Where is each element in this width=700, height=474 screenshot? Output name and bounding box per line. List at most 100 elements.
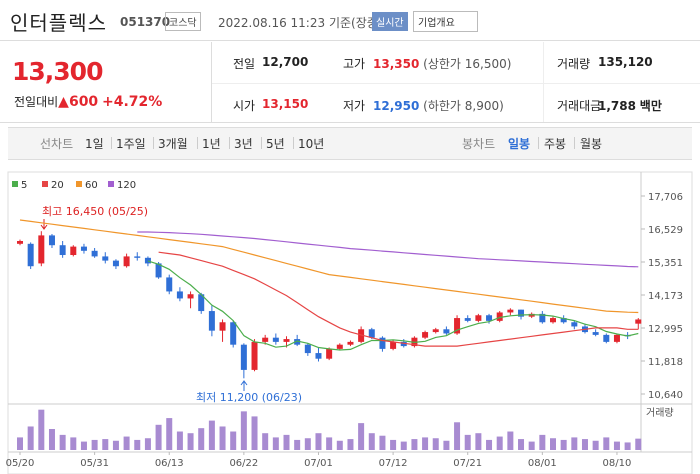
candle-body [251, 341, 258, 370]
market-badge: 코스닥 [165, 12, 201, 31]
candle-body [27, 243, 34, 267]
volume-bar [592, 440, 599, 450]
period-tab[interactable]: 10년 [298, 137, 325, 151]
tab-separator [153, 137, 154, 149]
tab-separator [197, 137, 198, 149]
candle-body [262, 337, 269, 342]
volume-bar [390, 439, 397, 450]
volume-bar [166, 418, 173, 450]
volume-bar [262, 433, 269, 450]
candle-body [91, 250, 98, 257]
quote-note: (상한가 16,500) [423, 57, 512, 71]
candle-body [443, 329, 450, 334]
volume-bar [379, 435, 386, 450]
volume-bar [219, 426, 226, 450]
quote-value-group: 1,788 백만 [598, 97, 662, 114]
volume-bar [358, 423, 365, 450]
period-tab[interactable]: 3년 [234, 137, 253, 151]
timestamp: 2022.08.16 11:23 기준(장중) [218, 14, 382, 31]
quote-value: 13,150 [262, 97, 309, 111]
quote-value: 12,950 [373, 99, 420, 113]
realtime-badge[interactable]: 실시간 [372, 12, 408, 31]
candle-body [507, 309, 514, 313]
quote-value-group: 13,150 [262, 97, 308, 111]
period-tab[interactable]: 1일 [85, 137, 104, 151]
volume-bar [400, 441, 407, 450]
candle-body [70, 246, 77, 256]
quote-value-group: 13,350 (상한가 16,500) [373, 55, 511, 72]
time: 2022.08.16 11:23 [218, 16, 326, 30]
period-tab[interactable]: 1주일 [116, 137, 146, 151]
volume-bar [603, 437, 610, 450]
candle-body [294, 339, 301, 345]
candle-body [336, 344, 343, 349]
stock-name: 인터플렉스 [10, 11, 107, 35]
volume-bar [38, 409, 45, 450]
company-dropdown[interactable]: 기업개요 [413, 11, 478, 32]
quote-value-group: 12,700 [262, 55, 308, 69]
volume-bar [315, 433, 322, 450]
volume-bar [70, 437, 77, 450]
y-tick-label: 16,529 [648, 225, 683, 236]
volume-bar [283, 434, 290, 450]
change-label: 전일대비 [14, 95, 59, 109]
candle-tab[interactable]: 월봉 [580, 137, 603, 151]
volume-bar [134, 439, 141, 450]
ma-line [137, 231, 639, 268]
legend-swatch [12, 181, 18, 187]
quote-label: 시가 [233, 99, 256, 113]
candle-body [326, 348, 333, 359]
volume-bar [187, 433, 194, 450]
volume-bar [624, 442, 631, 450]
y-tick-label: 17,706 [648, 192, 683, 203]
volume-bar [560, 439, 567, 450]
volume-bar [230, 431, 237, 450]
volume-bar [475, 433, 482, 450]
current-price: 13,300 [12, 57, 103, 86]
volume-bar [91, 439, 98, 450]
volume-bar [613, 441, 620, 450]
up-arrow: ▲ [58, 94, 69, 110]
candle-body [134, 256, 141, 258]
candle-tab[interactable]: 주봉 [544, 137, 567, 151]
candle-body [518, 309, 525, 317]
candle-body [187, 294, 194, 299]
quote-value: 1,788 [598, 99, 636, 113]
period-tab[interactable]: 1년 [202, 137, 221, 151]
candle-body [464, 318, 471, 321]
tab-label: 봉차트 [462, 137, 496, 151]
legend-swatch [42, 181, 48, 187]
volume-bar [155, 424, 162, 450]
volume-bar [528, 441, 535, 450]
candle-body [17, 241, 23, 244]
y-tick-label: 11,818 [648, 357, 683, 368]
quote-label: 고가 [343, 57, 366, 71]
divider [0, 122, 700, 123]
volume-bar [368, 433, 375, 450]
candle-body [240, 344, 247, 370]
candle-body [304, 344, 311, 354]
annotation-low: 최저 11,200 (06/23) [196, 391, 302, 404]
volume-bar [550, 438, 556, 450]
legend-swatch [76, 181, 82, 187]
period-tab[interactable]: 5년 [266, 137, 285, 151]
volume-bar [496, 436, 503, 450]
volume-bar [326, 437, 333, 450]
volume-bar [432, 438, 439, 450]
volume-bar [411, 439, 418, 450]
x-tick-label: 07/21 [453, 458, 482, 469]
candle-body [571, 322, 578, 327]
candle-body [432, 329, 439, 333]
row-divider [212, 83, 700, 84]
candle-tab[interactable]: 일봉 [508, 137, 531, 151]
quote-value: 135,120 [598, 55, 653, 69]
volume-bar [294, 439, 301, 450]
candle-body [454, 318, 461, 334]
legend-label: 5 [21, 180, 27, 191]
candle-body [422, 332, 429, 338]
period-tab[interactable]: 3개월 [158, 137, 188, 151]
candle-body [59, 245, 66, 256]
chart-frame [7, 171, 693, 474]
